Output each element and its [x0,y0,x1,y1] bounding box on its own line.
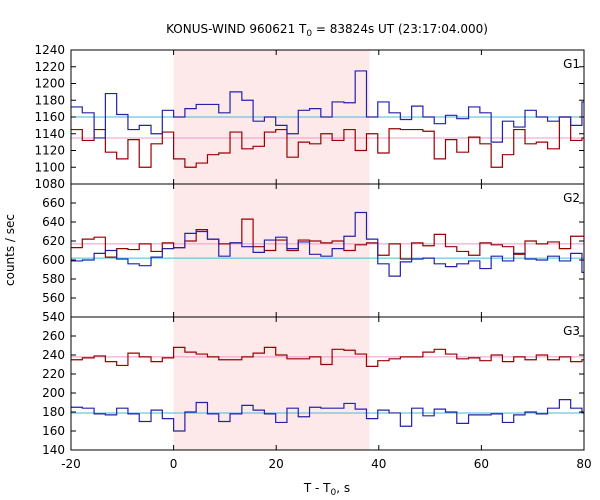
y-tick-label: 220 [42,367,65,381]
chart-title: KONUS-WIND 960621 T0 = 83824s UT (23:17:… [166,22,488,39]
y-tick-label: 200 [42,386,65,400]
y-tick-label: 600 [42,253,65,267]
y-tick-label: 1080 [34,177,65,191]
y-tick-label: 160 [42,424,65,438]
y-tick-label: 1200 [34,77,65,91]
y-tick-label: 560 [42,291,65,305]
x-tick-label: 0 [170,457,178,471]
x-tick-label: 40 [371,457,386,471]
y-tick-label: 1140 [34,127,65,141]
panel-g3: 140 160 180 200 220 240 260 G3 [42,316,585,457]
y-tick-label: 580 [42,272,65,286]
red-series-line [71,346,584,367]
y-tick-label: 140 [42,443,65,457]
x-tick-label: 60 [474,457,489,471]
x-tick-label: -20 [61,457,81,471]
y-axis-label: counts / sec [3,214,17,286]
y-tick-label: 660 [42,196,65,210]
y-tick-label: 540 [42,310,65,324]
y-tick-label: 180 [42,405,65,419]
blue-series-line [71,399,584,432]
y-tick-label: 640 [42,215,65,229]
panel-label: G1 [563,57,580,71]
y-tick-label: 620 [42,234,65,248]
y-tick-label: 1100 [34,160,65,174]
panel-label: G3 [563,324,580,338]
x-tick-label: 20 [269,457,284,471]
blue-series-line [71,211,584,277]
plot-area: 1080 1100 1120 1140 1160 1180 1200 1220 1240 G1 54… [34,43,591,471]
y-tick-label: 1240 [34,43,65,57]
y-tick-label: 260 [42,329,65,343]
blue-series-line [71,70,584,143]
y-tick-label: 1220 [34,60,65,74]
panel-label: G2 [563,191,580,205]
y-tick-label: 1180 [34,93,65,107]
x-tick-label: 80 [576,457,591,471]
y-tick-label: 1120 [34,144,65,158]
y-tick-label: 1160 [34,110,65,124]
x-axis-label: T - T0, s [303,481,350,498]
y-tick-label: 240 [42,348,65,362]
panel-frame [70,316,585,451]
panel-g1: 1080 1100 1120 1140 1160 1180 1200 1220 1240 G1 [34,43,585,191]
red-series-line [71,116,584,168]
